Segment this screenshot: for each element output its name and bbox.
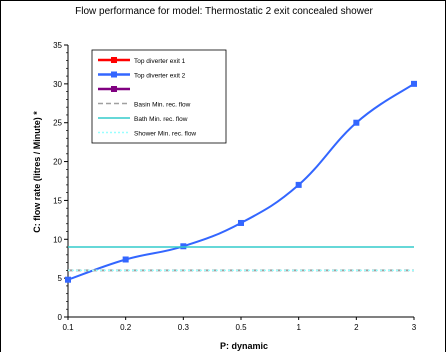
y-tick-label: 25 — [53, 119, 62, 128]
x-tick-label: 0.1 — [62, 323, 74, 332]
legend-item: Basin Min. rec. flow — [98, 102, 191, 109]
legend: Top diverter exit 1 Top diverter exit 2 Ba… — [91, 49, 227, 144]
legend-item: Bath Min. rec. flow — [98, 116, 188, 123]
x-tick-label: 3 — [412, 323, 417, 332]
data-point — [353, 119, 360, 126]
y-tick-label: 10 — [53, 235, 62, 244]
y-tick-label: 5 — [58, 274, 63, 283]
series-1 — [65, 80, 417, 283]
y-tick-label: 30 — [53, 80, 62, 89]
legend-box — [91, 49, 227, 144]
y-tick-label: 20 — [53, 158, 62, 167]
legend-label: Top diverter exit 2 — [134, 73, 186, 80]
legend-label: Top diverter exit 1 — [134, 58, 186, 65]
legend-label: Bath Min. rec. flow — [134, 116, 188, 123]
legend-item: Top diverter exit 1 — [98, 57, 186, 65]
data-point — [65, 276, 71, 283]
series-layer — [65, 80, 417, 283]
legend-label: Shower Min. rec. flow — [134, 131, 196, 138]
legend-item — [98, 86, 130, 92]
x-tick-label: 2 — [354, 323, 359, 332]
axes: 0 5 10 15 20 25 30 35 0.1 0.2 0.3 0.5 1 2 3 — [53, 41, 417, 332]
legend-label: Basin Min. rec. flow — [134, 102, 191, 109]
legend-item: Shower Min. rec. flow — [98, 131, 196, 138]
data-point — [180, 243, 187, 250]
legend-item: Top diverter exit 2 — [98, 71, 186, 80]
x-tick-label: 0.2 — [120, 323, 132, 332]
x-tick-label: 0.3 — [178, 323, 190, 332]
y-tick-label: 35 — [53, 41, 62, 50]
y-tick-label: 0 — [58, 313, 63, 322]
legend-marker — [111, 57, 117, 63]
x-tick-label: 1 — [296, 323, 301, 332]
data-point — [411, 80, 417, 87]
data-point — [122, 256, 129, 263]
x-axis-label: P: dynamic — [220, 341, 268, 351]
chart-title: Flow performance for model: Thermostatic… — [75, 6, 373, 17]
data-point — [295, 181, 302, 188]
legend-marker — [111, 71, 117, 78]
legend-marker — [111, 86, 117, 92]
x-tick-label: 0.5 — [235, 323, 247, 332]
y-tick-label: 15 — [53, 196, 62, 205]
data-point — [238, 219, 244, 226]
y-axis-label: C: flow rate (litres / Minute) * — [32, 111, 42, 233]
